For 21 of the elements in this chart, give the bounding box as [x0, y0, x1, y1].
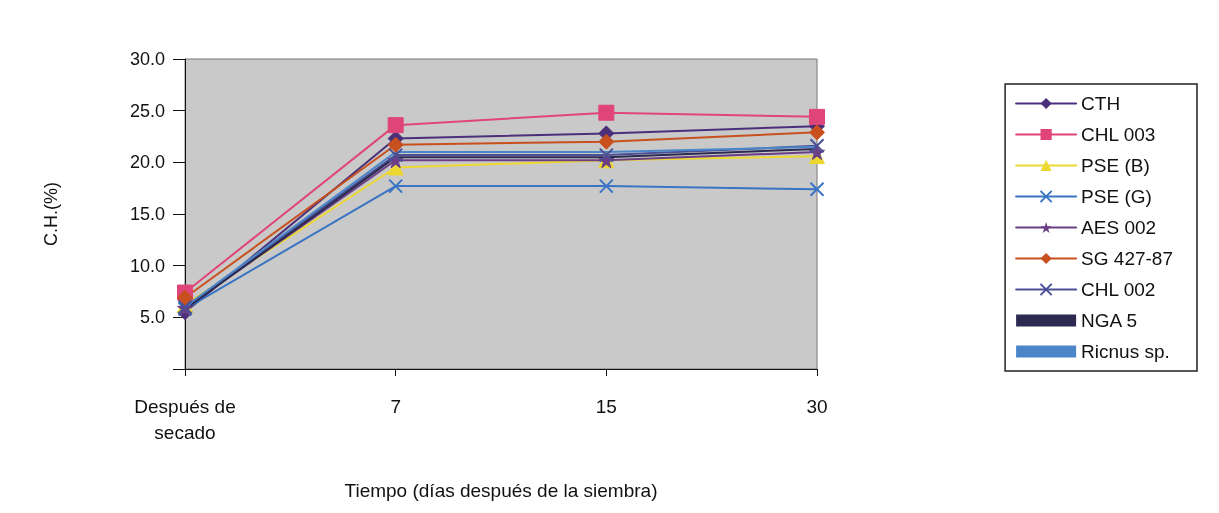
legend-label: CHL 002 [1081, 279, 1156, 300]
y-tick-label: 5.0 [139, 307, 165, 328]
y-tick-label: 15.0 [129, 204, 165, 224]
legend-label: CTH [1081, 93, 1121, 114]
y-tick-label: 30.0 [129, 49, 165, 69]
x-tick-label: Después de secado [134, 395, 236, 443]
x-axis-title: Tiempo (días después de la siembra) [344, 480, 658, 501]
x-tick-label: 30 [806, 395, 828, 417]
y-tick-label: 20.0 [129, 152, 165, 173]
x-tick-label: 7 [390, 395, 401, 417]
y-axis-title: C.H.(%) [41, 182, 61, 246]
y-tick-label: 10.0 [129, 255, 165, 276]
legend-label: PSE (G) [1081, 186, 1152, 207]
legend-label: CHL 003 [1081, 124, 1156, 145]
x-tick-label: 15 [595, 395, 617, 417]
y-tick-label: 25.0 [129, 100, 165, 121]
legend-label: AES 002 [1081, 217, 1157, 238]
legend-label: PSE (B) [1081, 155, 1150, 176]
legend-label: SG 427-87 [1081, 248, 1174, 269]
legend-label: NGA 5 [1081, 310, 1138, 331]
legend-label: Ricnus sp. [1081, 341, 1170, 362]
